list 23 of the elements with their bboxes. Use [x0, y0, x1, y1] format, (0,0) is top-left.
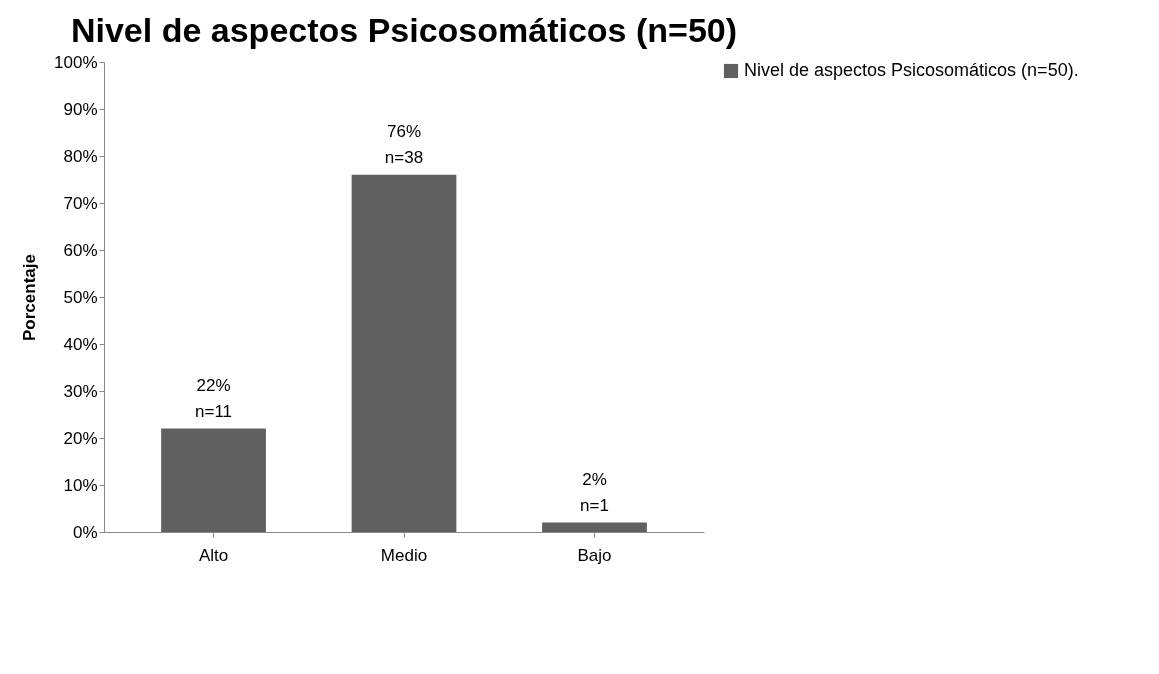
- bar: [161, 428, 266, 532]
- legend-label: Nivel de aspectos Psicosomáticos (n=50).: [744, 60, 1079, 80]
- y-tick-label: 100%: [54, 52, 98, 72]
- data-label: 22% n=11: [195, 375, 233, 421]
- data-label: 76% n=38: [384, 121, 424, 167]
- chart-title: Nivel de aspectos Psicosomáticos (n=50): [70, 11, 738, 49]
- x-tick-label: Bajo: [577, 545, 612, 565]
- y-tick-label: 10%: [63, 475, 98, 495]
- y-tick-label: 40%: [63, 334, 98, 354]
- x-tick-label: Medio: [380, 545, 428, 565]
- x-tick-label: Alto: [198, 545, 229, 565]
- y-tick-label: 0%: [72, 522, 98, 542]
- y-tick-label: 80%: [63, 146, 98, 166]
- y-tick-label: 90%: [63, 99, 98, 119]
- y-tick-label: 30%: [63, 381, 98, 401]
- y-tick-label: 70%: [63, 193, 98, 213]
- data-label: 2% n=1: [580, 469, 609, 515]
- bar: [351, 174, 457, 532]
- y-axis-title: Porcentaje: [20, 254, 40, 341]
- y-tick-label: 50%: [63, 287, 98, 307]
- y-tick-label: 20%: [63, 428, 98, 448]
- bar: [542, 522, 647, 532]
- y-tick-label: 60%: [63, 240, 98, 260]
